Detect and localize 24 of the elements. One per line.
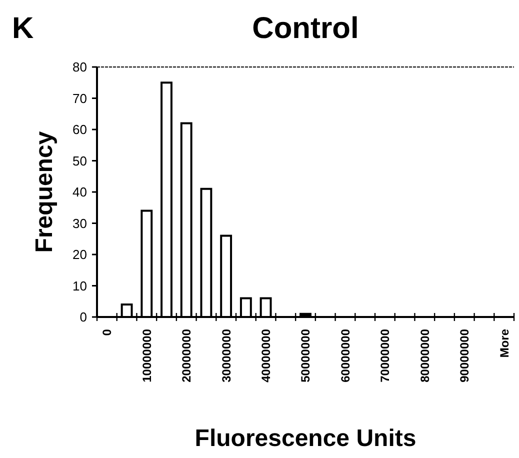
x-tick-label: 0 [100, 328, 114, 336]
y-tick-label: 10 [72, 278, 87, 294]
y-tick-label: 70 [72, 90, 87, 106]
x-axis-title: Fluorescence Units [194, 425, 416, 452]
x-tick-label: 80000000 [418, 328, 432, 382]
x-tick-label: 20000000 [180, 328, 194, 382]
x-tick-label: 50000000 [298, 328, 313, 382]
y-tick-label: 80 [72, 60, 87, 75]
x-tick-label: 70000000 [378, 328, 392, 382]
x-tick-label: 90000000 [458, 328, 472, 382]
y-axis-title: Frequency [31, 130, 58, 253]
y-tick-label: 40 [72, 184, 87, 200]
y-tick-label: 20 [72, 247, 87, 262]
y-tick-label: 50 [72, 153, 87, 168]
y-tick-label: 60 [72, 122, 87, 138]
x-tick-label: 30000000 [219, 328, 234, 382]
text: K [12, 12, 34, 45]
y-tick-label: 0 [80, 310, 87, 325]
chart-title: Control [252, 12, 359, 45]
x-tick-label: 10000000 [140, 328, 154, 382]
x-tick-label: More [497, 328, 512, 358]
x-tick-label: 60000000 [338, 328, 352, 382]
x-tick-label: 40000000 [258, 328, 273, 382]
y-tick-label: 30 [72, 216, 87, 231]
